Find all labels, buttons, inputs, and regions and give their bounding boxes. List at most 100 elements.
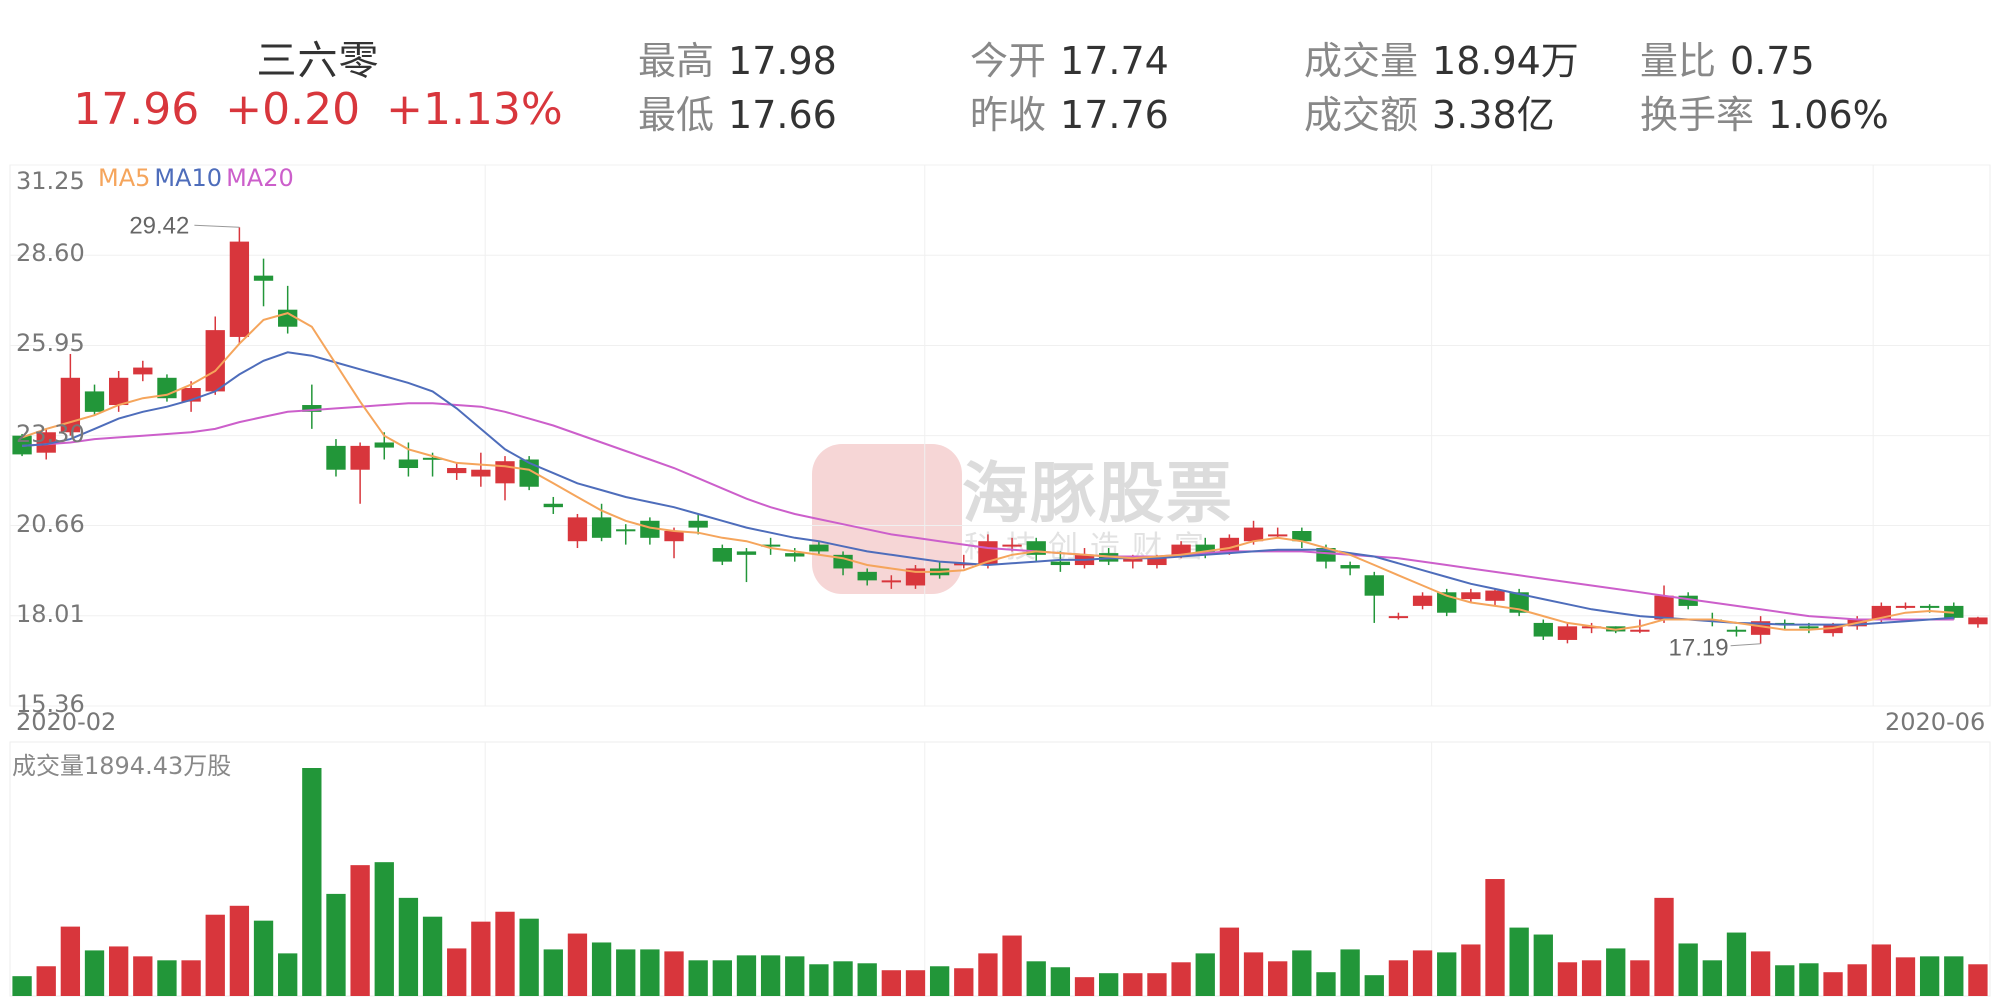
candle-body: [1171, 544, 1191, 555]
current-price: 17.96: [73, 84, 200, 135]
volume-bar: [978, 953, 998, 996]
volume-bar: [1726, 932, 1747, 996]
stat-label: 今开: [970, 39, 1047, 83]
x-label-start: 2020-02: [16, 708, 117, 736]
stat-open: 今开 17.74: [970, 30, 1169, 85]
stat-label: 最低: [638, 93, 715, 137]
stat-turnover-rate: 换手率 1.06%: [1640, 84, 1889, 139]
volume-frame: [9, 741, 1991, 997]
volume-bar: [1002, 935, 1022, 996]
volume-bar: [398, 897, 419, 996]
candle-body: [640, 520, 660, 538]
x-label-end: 2020-06: [1885, 708, 1986, 736]
volume-bar: [1340, 949, 1360, 996]
ma10-line: [22, 351, 1954, 626]
candle-body: [760, 544, 781, 547]
volume-bar: [1437, 952, 1457, 996]
candle-body: [1461, 592, 1481, 600]
candle-body: [205, 330, 225, 392]
volume-bar: [229, 905, 250, 996]
candle-body: [881, 580, 901, 583]
stat-value: 17.76: [1060, 93, 1169, 137]
volume-bar: [1050, 967, 1071, 996]
volume-bar: [326, 893, 346, 996]
volume-bar: [1412, 950, 1433, 996]
quote-header: 三六零 17.96 +0.20 +1.13% 最高 17.98 今开 17.74 成…: [0, 0, 2001, 160]
y-tick-label: 25.95: [16, 329, 85, 358]
candle-body: [1268, 534, 1288, 537]
volume-bar: [1968, 964, 1988, 996]
ma-legend: MA5 MA10 MA20: [98, 164, 298, 192]
volume-bar: [1895, 957, 1916, 996]
candle-body: [664, 531, 684, 542]
volume-bar: [374, 862, 394, 996]
volume-bar: [302, 768, 322, 996]
candle-body: [350, 445, 370, 470]
ma20-line: [22, 402, 1954, 621]
candle-body: [616, 529, 636, 532]
volume-bar: [1871, 944, 1891, 996]
candle-body: [1557, 626, 1578, 640]
volume-bar: [1364, 975, 1384, 996]
low-marker-line: [1730, 643, 1761, 647]
stat-volume: 成交量 18.94万: [1304, 30, 1579, 85]
y-tick-label: 31.25: [16, 167, 85, 195]
volume-bar: [1147, 973, 1167, 996]
volume-bar: [664, 951, 684, 996]
volume-bar: [1919, 956, 1940, 996]
candle-body: [229, 241, 250, 337]
volume-bar: [157, 960, 177, 996]
candle-body: [1968, 617, 1988, 625]
volume-bar: [447, 948, 467, 996]
stat-high: 最高 17.98: [638, 30, 837, 85]
stat-value: 17.98: [728, 39, 837, 83]
y-tick-label: 18.01: [16, 599, 85, 628]
stock-name: 三六零: [256, 38, 380, 84]
candle-body: [809, 544, 829, 552]
candle-body: [591, 517, 612, 538]
candle-body: [1799, 626, 1819, 629]
watermark-title: 海豚股票: [962, 455, 1234, 532]
volume-bar: [616, 949, 636, 996]
price-change-percent: +1.13%: [386, 84, 563, 135]
volume-bar: [60, 926, 81, 996]
volume-bar: [278, 953, 298, 996]
candle-body: [736, 551, 757, 555]
volume-bar: [1316, 972, 1336, 996]
volume-bar: [591, 942, 612, 996]
volume-bar: [495, 911, 515, 996]
candle-body: [302, 405, 322, 412]
volume-bar: [1268, 961, 1288, 996]
legend-ma10: MA10: [154, 164, 223, 192]
y-tick-label: 23.30: [16, 419, 85, 448]
volume-bar: [736, 955, 757, 996]
stat-label: 换手率: [1640, 93, 1755, 137]
volume-bar: [1243, 952, 1264, 996]
volume-bar: [1026, 961, 1046, 996]
candle-body: [543, 503, 563, 508]
ma5-line: [21, 312, 1954, 631]
volume-bar: [954, 968, 974, 996]
legend-ma20: MA20: [226, 164, 294, 192]
volume-bar: [422, 916, 443, 996]
candle-body: [495, 461, 515, 484]
candle-body: [133, 367, 153, 375]
candle-body: [1895, 605, 1916, 608]
candle-body: [688, 520, 708, 528]
candle-body: [1485, 590, 1505, 601]
legend-ma5: MA5: [98, 164, 151, 192]
candle-body: [1509, 592, 1529, 613]
volume-label: 成交量1894.43万股: [12, 752, 232, 780]
candle-body: [398, 459, 419, 469]
volume-bar: [471, 921, 491, 996]
volume-bar: [84, 950, 105, 996]
candle-body: [1292, 531, 1312, 542]
candle-body: [1678, 595, 1698, 606]
stat-turnover-amount: 成交额 3.38亿: [1304, 84, 1555, 139]
candle-body: [1340, 565, 1360, 569]
volume-bar: [567, 933, 588, 996]
volume-bar: [36, 966, 56, 996]
candle-body: [1630, 629, 1650, 632]
candle-body: [422, 457, 443, 460]
candle-body: [785, 553, 805, 557]
